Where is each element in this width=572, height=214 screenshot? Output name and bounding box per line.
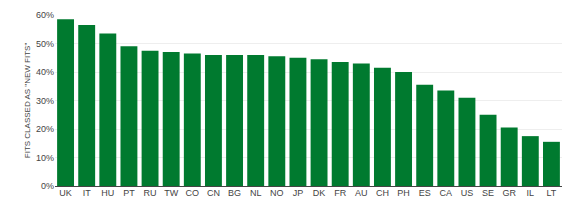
svg-text:PT: PT	[123, 188, 135, 198]
svg-text:CN: CN	[207, 188, 220, 198]
svg-text:AU: AU	[355, 188, 368, 198]
svg-text:20%: 20%	[36, 124, 54, 134]
svg-text:0%: 0%	[41, 181, 54, 191]
svg-text:CA: CA	[440, 188, 453, 198]
svg-text:NL: NL	[250, 188, 262, 198]
svg-text:30%: 30%	[36, 96, 54, 106]
svg-text:US: US	[461, 188, 474, 198]
svg-text:HU: HU	[101, 188, 114, 198]
svg-text:IL: IL	[527, 188, 535, 198]
svg-text:10%: 10%	[36, 153, 54, 163]
svg-text:FITS CLASSED AS "NEW FITS": FITS CLASSED AS "NEW FITS"	[23, 43, 32, 159]
svg-text:SE: SE	[482, 188, 494, 198]
svg-text:BG: BG	[228, 188, 241, 198]
svg-text:CO: CO	[186, 188, 200, 198]
svg-text:CH: CH	[376, 188, 389, 198]
svg-text:50%: 50%	[36, 39, 54, 49]
svg-text:TW: TW	[164, 188, 178, 198]
svg-text:IT: IT	[83, 188, 92, 198]
svg-text:NO: NO	[270, 188, 284, 198]
svg-text:UK: UK	[59, 188, 72, 198]
svg-text:JP: JP	[293, 188, 304, 198]
svg-text:LT: LT	[547, 188, 557, 198]
svg-text:RU: RU	[144, 188, 157, 198]
svg-text:40%: 40%	[36, 67, 54, 77]
svg-text:ES: ES	[419, 188, 431, 198]
svg-text:60%: 60%	[36, 10, 54, 20]
svg-text:PH: PH	[397, 188, 410, 198]
svg-text:GR: GR	[502, 188, 516, 198]
svg-text:DK: DK	[313, 188, 326, 198]
svg-text:FR: FR	[334, 188, 346, 198]
